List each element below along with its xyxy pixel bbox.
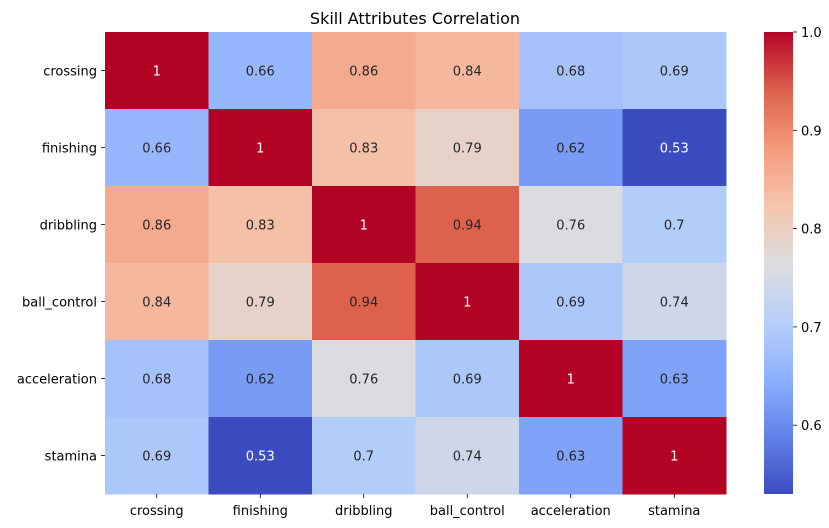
heatmap-cell-crossing-stamina	[622, 32, 727, 110]
cell-value-label: 0.69	[142, 450, 171, 465]
heatmap-cell-crossing-finishing	[208, 32, 313, 110]
y-tick-label: ball_control	[22, 296, 97, 311]
cell-value-label: 1	[256, 142, 264, 157]
colorbar-tick-label: 0.6	[801, 419, 822, 434]
y-axis: crossing finishing dribbling ball_controlac…	[17, 65, 105, 465]
x-tick-label: dribbling	[335, 504, 392, 519]
heatmap-cell-ball_control-ball_control	[415, 263, 520, 341]
heatmap-cell-stamina-ball_control	[415, 417, 520, 495]
colorbar-tick-label: 0.7	[801, 321, 822, 336]
y-tick-label: stamina	[45, 450, 97, 465]
cell-value-label: 0.66	[246, 65, 275, 80]
cell-value-label: 0.79	[246, 296, 275, 311]
x-tick-label: ball_control	[430, 504, 505, 519]
heatmap-cell-finishing-ball_control	[415, 109, 520, 187]
heatmap-cell-crossing-crossing	[105, 32, 209, 110]
cell-value-label: 0.94	[349, 296, 378, 311]
heatmap-cell-dribbling-crossing	[105, 186, 209, 264]
cell-value-label: 0.53	[660, 142, 689, 157]
cell-value-label: 0.63	[660, 373, 689, 388]
heatmap-cell-acceleration-stamina	[622, 340, 727, 418]
heatmap-cell-acceleration-dribbling	[312, 340, 416, 418]
heatmap-cell-dribbling-dribbling	[312, 186, 416, 264]
cell-value-label: 0.7	[353, 450, 374, 465]
cell-value-label: 0.83	[349, 142, 378, 157]
heatmap-cell-dribbling-ball_control	[415, 186, 520, 264]
x-tick-label: finishing	[233, 504, 288, 519]
cell-value-label: 0.74	[660, 296, 689, 311]
cell-value-label: 0.62	[246, 373, 275, 388]
colorbar-ticks: 0.6 0.7 0.8 0.9 1.0	[793, 26, 822, 434]
heatmap-cell-ball_control-acceleration	[519, 263, 623, 341]
heatmap-cell-stamina-dribbling	[312, 417, 416, 495]
cell-value-label: 0.74	[453, 450, 482, 465]
x-axis: crossing finishing dribbling ball_control ac…	[130, 494, 700, 519]
heatmap-cell-stamina-stamina	[622, 417, 727, 495]
cell-value-label: 1	[567, 373, 575, 388]
heatmap-cell-finishing-dribbling	[312, 109, 416, 187]
heatmap-cell-finishing-acceleration	[519, 109, 623, 187]
cell-value-label: 0.69	[556, 296, 585, 311]
chart-title: Skill Attributes Correlation	[310, 9, 520, 28]
heatmap-cell-ball_control-dribbling	[312, 263, 416, 341]
heatmap-cell-ball_control-stamina	[622, 263, 727, 341]
heatmap-cell-acceleration-crossing	[105, 340, 209, 418]
cell-value-label: 0.53	[246, 450, 275, 465]
heatmap-cell-finishing-crossing	[105, 109, 209, 187]
y-tick-label: acceleration	[17, 373, 97, 388]
y-tick-label: dribbling	[40, 219, 97, 234]
colorbar-tick-label: 0.8	[801, 223, 822, 238]
heatmap-cell-dribbling-finishing	[208, 186, 313, 264]
cell-value-label: 1	[153, 65, 161, 80]
heatmap-cell-dribbling-acceleration	[519, 186, 623, 264]
cell-value-label: 0.79	[453, 142, 482, 157]
heatmap-cell-crossing-ball_control	[415, 32, 520, 110]
cell-value-label: 0.76	[349, 373, 378, 388]
colorbar: 0.6 0.7 0.8 0.9 1.0	[764, 26, 822, 494]
cell-value-label: 0.86	[349, 65, 378, 80]
cell-value-label: 0.84	[142, 296, 171, 311]
x-tick-label: acceleration	[531, 504, 611, 519]
heatmap-cell-ball_control-finishing	[208, 263, 313, 341]
cell-value-label: 0.83	[246, 219, 275, 234]
cell-value-label: 0.7	[664, 219, 685, 234]
cell-value-label: 0.69	[453, 373, 482, 388]
colorbar-gradient	[764, 32, 793, 494]
x-tick-label: stamina	[648, 504, 700, 519]
heatmap-cell-acceleration-ball_control	[415, 340, 520, 418]
cell-value-label: 1	[360, 219, 368, 234]
heatmap-cell-acceleration-acceleration	[519, 340, 623, 418]
heatmap-cell-dribbling-stamina	[622, 186, 727, 264]
heatmap-cells: 1 0.66 0.86 0.84 0.68 0.69 0.66 1 0.83 0.79 0.62 0.…	[105, 32, 727, 495]
y-tick-label: crossing	[43, 65, 97, 80]
heatmap-cell-crossing-dribbling	[312, 32, 416, 110]
heatmap-cell-stamina-acceleration	[519, 417, 623, 495]
heatmap-cell-finishing-stamina	[622, 109, 727, 187]
cell-value-label: 0.66	[142, 142, 171, 157]
cell-value-label: 0.94	[453, 219, 482, 234]
heatmap-cell-crossing-acceleration	[519, 32, 623, 110]
y-tick-label: finishing	[42, 142, 97, 157]
heatmap-cell-stamina-finishing	[208, 417, 313, 495]
cell-value-label: 0.68	[556, 65, 585, 80]
cell-value-label: 0.86	[142, 219, 171, 234]
cell-value-label: 0.76	[556, 219, 585, 234]
cell-value-label: 1	[670, 450, 678, 465]
cell-value-label: 0.84	[453, 65, 482, 80]
x-tick-label: crossing	[130, 504, 184, 519]
heatmap-cell-finishing-finishing	[208, 109, 313, 187]
cell-value-label: 0.62	[556, 142, 585, 157]
heatmap-cell-acceleration-finishing	[208, 340, 313, 418]
cell-value-label: 0.69	[660, 65, 689, 80]
cell-value-label: 0.68	[142, 373, 171, 388]
heatmap-cell-ball_control-crossing	[105, 263, 209, 341]
cell-value-label: 1	[463, 296, 471, 311]
heatmap-cell-stamina-crossing	[105, 417, 209, 495]
colorbar-tick-label: 0.9	[801, 124, 822, 139]
cell-value-label: 0.63	[556, 450, 585, 465]
colorbar-tick-label: 1.0	[801, 26, 822, 41]
